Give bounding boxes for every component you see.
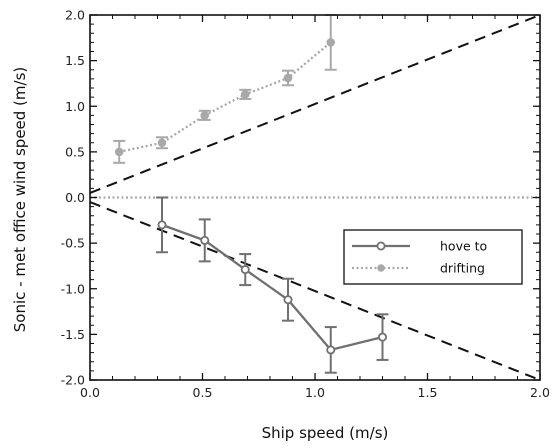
series-line — [119, 41, 332, 153]
x-axis-label: Ship speed (m/s) — [262, 424, 389, 442]
x-tick-label: 1.0 — [305, 385, 325, 400]
data-series — [113, 14, 389, 374]
data-point — [377, 332, 387, 342]
x-tick-label: 2.0 — [530, 385, 550, 400]
y-tick-label: 1.0 — [65, 99, 85, 114]
y-tick-label: 0.5 — [65, 144, 85, 159]
legend-label: hove to — [440, 239, 487, 254]
y-tick-label: -2.0 — [61, 373, 85, 388]
y-tick-label: -1.5 — [61, 327, 85, 342]
data-point — [114, 147, 124, 157]
data-point — [200, 235, 210, 245]
data-point — [157, 138, 167, 148]
data-point — [283, 73, 293, 83]
y-tick-label: 1.5 — [65, 53, 85, 68]
y-tick-label: -0.5 — [61, 236, 85, 251]
legend: hove to drifting — [343, 229, 523, 285]
series-drifting — [113, 14, 337, 164]
legend-box — [343, 229, 523, 285]
data-point — [283, 295, 293, 305]
data-point — [240, 90, 250, 99]
legend-marker — [376, 241, 386, 251]
legend-label: drifting — [440, 261, 485, 276]
reference-line-1 — [89, 14, 541, 194]
x-tick-label: 0.5 — [193, 385, 213, 400]
y-tick-label: 0.0 — [65, 190, 85, 205]
reference-line-2 — [89, 201, 541, 381]
data-point — [326, 345, 336, 355]
legend-marker — [377, 264, 385, 272]
y-tick-label: -1.0 — [61, 281, 85, 296]
data-point — [240, 265, 250, 275]
y-axis-label: Sonic - met office wind speed (m/s) — [11, 67, 29, 332]
data-point — [157, 220, 167, 230]
series-hove-to — [156, 196, 389, 374]
x-tick-label: 0.0 — [80, 385, 100, 400]
series-line — [161, 223, 383, 352]
data-point — [326, 38, 336, 47]
reference-lines — [89, 14, 541, 381]
data-point — [200, 111, 210, 120]
x-tick-label: 1.5 — [418, 385, 438, 400]
axis-ticks: 0.0 0.5 1.0 1.5 2.0 -2.0 -1.5 -1.0 -0.5 0.0 0.5 1.0… — [61, 8, 550, 401]
y-tick-label: 2.0 — [65, 8, 85, 23]
